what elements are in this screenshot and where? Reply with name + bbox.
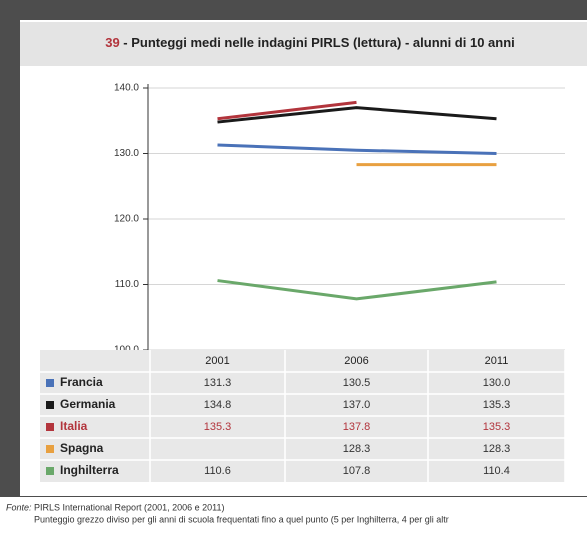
x-tick-label: 2006 bbox=[344, 355, 368, 367]
x-tick-label: 2011 bbox=[485, 355, 509, 367]
table-value: 128.3 bbox=[483, 443, 511, 455]
y-tick-label: 140.0 bbox=[114, 83, 139, 94]
series-line bbox=[217, 100, 357, 121]
legend-swatch bbox=[46, 379, 54, 387]
table-value: 107.8 bbox=[343, 465, 371, 477]
legend-label: Francia bbox=[60, 375, 103, 389]
y-tick-label: 130.0 bbox=[114, 148, 139, 159]
table-value: 135.3 bbox=[204, 421, 232, 433]
table-value: 137.8 bbox=[343, 421, 371, 433]
legend-swatch bbox=[46, 423, 54, 431]
table-value: 137.0 bbox=[343, 399, 371, 411]
title-band bbox=[20, 22, 587, 66]
source: PIRLS International Report (2001, 2006 e… bbox=[34, 502, 224, 512]
table-value: 134.8 bbox=[204, 399, 232, 411]
y-tick-label: 120.0 bbox=[114, 214, 139, 225]
series-line bbox=[217, 106, 497, 124]
y-tick-label: 110.0 bbox=[115, 279, 140, 290]
title-text: - Punteggi medi nelle indagini PIRLS (le… bbox=[120, 35, 515, 50]
table-value: 130.0 bbox=[483, 377, 511, 389]
table-value: 135.3 bbox=[483, 399, 511, 411]
note: Punteggio grezzo diviso per gli anni di … bbox=[34, 514, 449, 524]
table-value: 131.3 bbox=[204, 377, 232, 389]
legend-label: Inghilterra bbox=[60, 463, 119, 477]
series-line bbox=[217, 279, 497, 301]
table-value: 128.3 bbox=[343, 443, 371, 455]
legend-swatch bbox=[46, 401, 54, 409]
legend-swatch bbox=[46, 445, 54, 453]
table-value: 135.3 bbox=[483, 421, 511, 433]
legend-label: Germania bbox=[60, 397, 116, 411]
table-value: 110.4 bbox=[483, 465, 510, 477]
legend-label: Spagna bbox=[60, 441, 104, 455]
x-tick-label: 2001 bbox=[205, 355, 229, 367]
chart-title: 39 - Punteggi medi nelle indagini PIRLS … bbox=[105, 35, 515, 50]
footer bbox=[0, 497, 587, 541]
table-value: 110.6 bbox=[204, 465, 231, 477]
title-number: 39 bbox=[105, 35, 119, 50]
legend-label: Italia bbox=[60, 419, 88, 433]
legend-swatch bbox=[46, 467, 54, 475]
series-line bbox=[217, 143, 497, 155]
table-value: 130.5 bbox=[343, 377, 371, 389]
source-label: Fonte: bbox=[6, 502, 32, 512]
